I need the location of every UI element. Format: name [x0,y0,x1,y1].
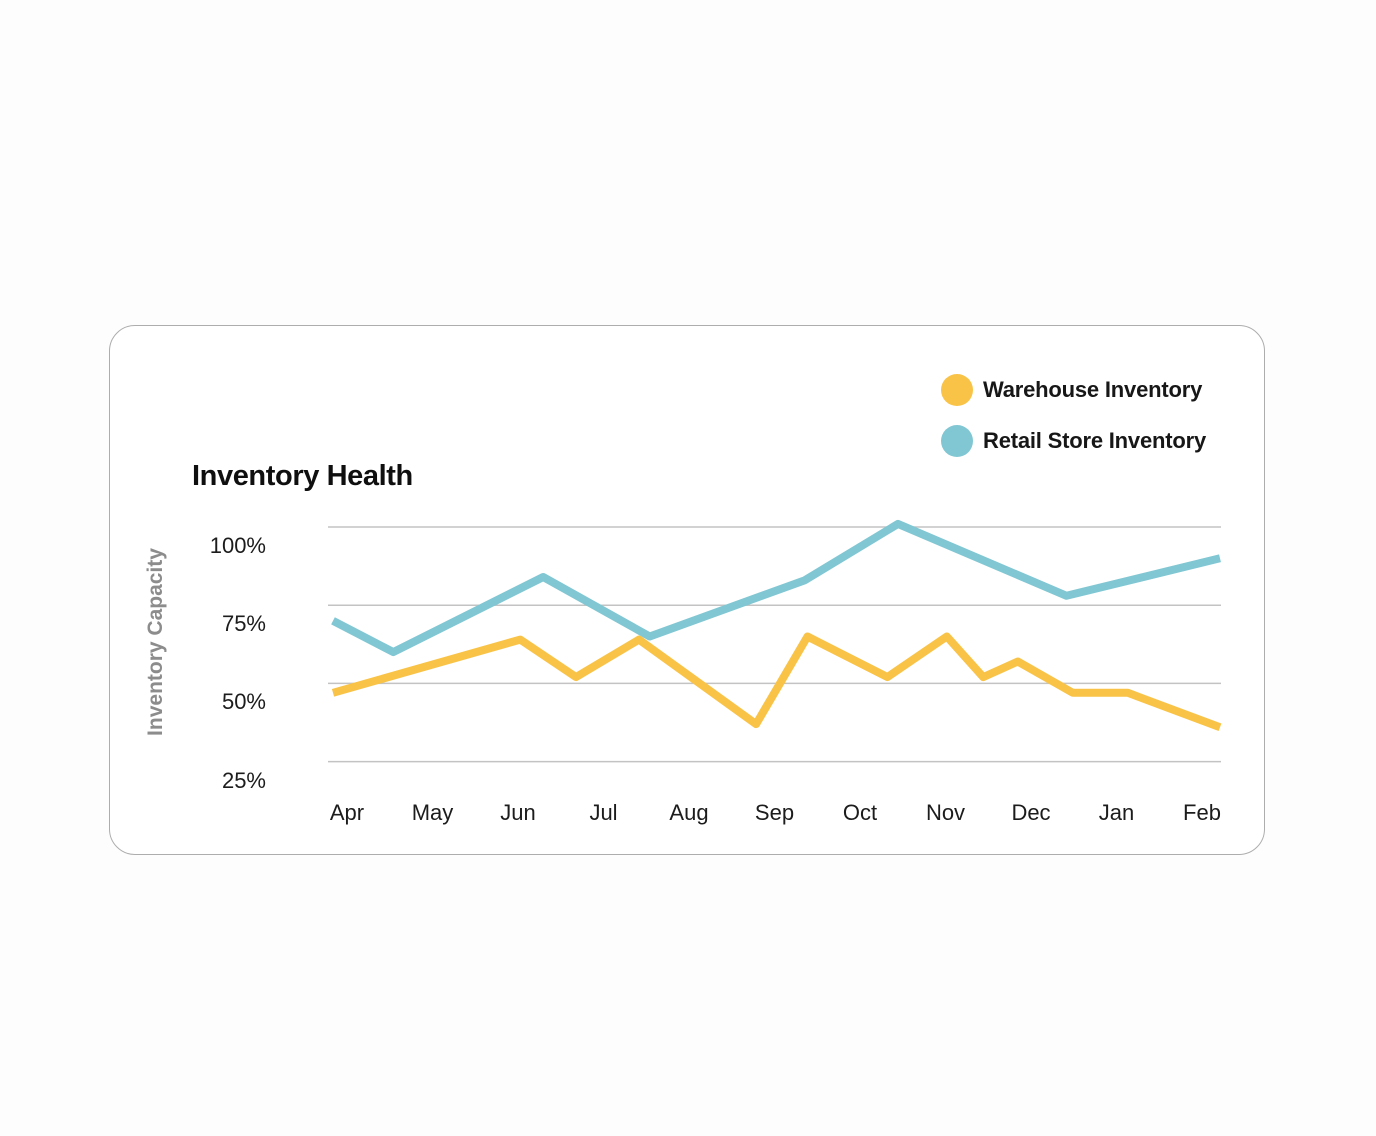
x-axis-label: Jan [1098,800,1135,825]
y-axis-tick: 25% [221,767,266,793]
x-axis-label: Feb [1183,800,1221,825]
y-axis-tick: 100% [209,533,266,558]
x-axis-label: Jul [589,800,618,825]
legend-dot-warehouse-icon [941,374,973,406]
chart-title: Inventory Health [192,460,413,492]
chart-legend: Warehouse Inventory Retail Store Invento… [941,374,1206,457]
x-axis-label: Nov [925,800,966,825]
y-axis-tick: 50% [221,689,266,715]
legend-dot-retail-icon [941,425,973,457]
x-axis-label: Aug [669,800,709,825]
legend-label-retail: Retail Store Inventory [983,428,1206,453]
x-axis-label: Jun [500,800,536,825]
y-axis-tick: 75% [221,611,266,637]
legend-label-warehouse: Warehouse Inventory [983,377,1203,402]
x-axis-label: May [411,800,454,825]
x-axis-label: Oct [842,800,878,825]
series-line-warehouse-inventory [331,632,1222,731]
inventory-health-card: Warehouse Inventory Retail Store Invento… [109,325,1265,855]
legend-item-warehouse: Warehouse Inventory [941,374,1206,406]
x-axis-label: Dec [1011,800,1051,825]
x-axis-label: Apr [329,800,365,825]
series-line-retail-store-inventory [331,519,1221,657]
x-axis-label: Sep [754,800,795,825]
legend-item-retail: Retail Store Inventory [941,425,1206,457]
line-chart [328,519,1222,763]
